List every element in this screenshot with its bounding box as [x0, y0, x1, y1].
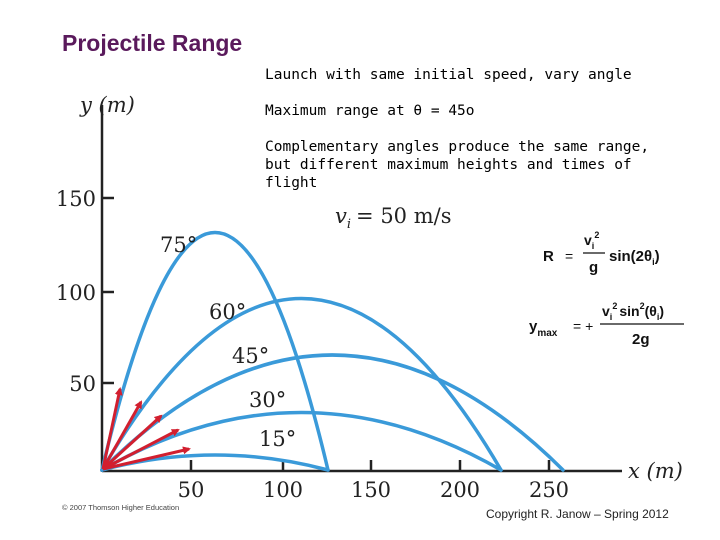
bullet-3: Complementary angles produce the same ra…	[265, 139, 650, 191]
range-lhs: R	[543, 248, 554, 265]
trajectory-60	[100, 296, 503, 472]
velocity-arrow-60	[101, 400, 143, 470]
copyright-notice: Copyright R. Janow – Spring 2012	[486, 507, 669, 521]
velocity-arrow-30	[102, 428, 180, 471]
speed-label: vi = 50 m/s	[335, 204, 451, 232]
x-tick-label-250: 250	[529, 478, 569, 502]
velocity-arrow-15	[102, 446, 191, 471]
ymax-denominator: 2g	[632, 331, 650, 348]
x-axis-label: x (m)	[628, 459, 683, 483]
angle-label-15: 15°	[259, 427, 296, 451]
angle-label-60: 60°	[209, 300, 246, 324]
y-axis-label: y (m)	[79, 93, 135, 117]
range-equals: =	[565, 248, 573, 264]
range-rhs: sin(2θi)	[609, 248, 660, 267]
angle-label-45: 45°	[232, 344, 269, 368]
bullet-1: Launch with same initial speed, vary ang…	[265, 67, 632, 83]
slide-title: Projectile Range	[62, 30, 243, 56]
x-tick-label-200: 200	[440, 478, 480, 502]
bullet-list: Launch with same initial speed, vary ang…	[265, 66, 665, 210]
ymax-lhs: ymax	[529, 318, 558, 339]
trajectory-30	[100, 410, 503, 472]
y-tick-label-100: 100	[56, 281, 96, 305]
ymax-formula: ymax = + vi2 sin2(θi) 2g	[529, 301, 684, 348]
x-tick-label-100: 100	[263, 478, 303, 502]
trajectory-45	[100, 353, 565, 472]
angle-label-30: 30°	[249, 388, 286, 412]
range-numerator: vi2	[584, 230, 599, 251]
angle-label-75: 75°	[160, 233, 197, 257]
ymax-equals: = +	[573, 318, 593, 334]
bullet-2: Maximum range at θ = 45o	[265, 103, 475, 119]
publisher-credit: © 2007 Thomson Higher Education	[62, 503, 180, 512]
velocity-arrow-45	[101, 414, 163, 471]
ymax-numerator: vi2 sin2(θi)	[602, 301, 664, 322]
x-tick-label-50: 50	[178, 478, 205, 502]
x-tick-label-150: 150	[351, 478, 391, 502]
range-formula: R = vi2 g sin(2θi)	[543, 230, 660, 276]
velocity-arrow-75	[101, 387, 123, 470]
y-tick-label-150: 150	[56, 187, 96, 211]
range-denominator: g	[589, 259, 598, 276]
y-tick-label-50: 50	[69, 372, 96, 396]
trajectory-75	[100, 231, 330, 472]
